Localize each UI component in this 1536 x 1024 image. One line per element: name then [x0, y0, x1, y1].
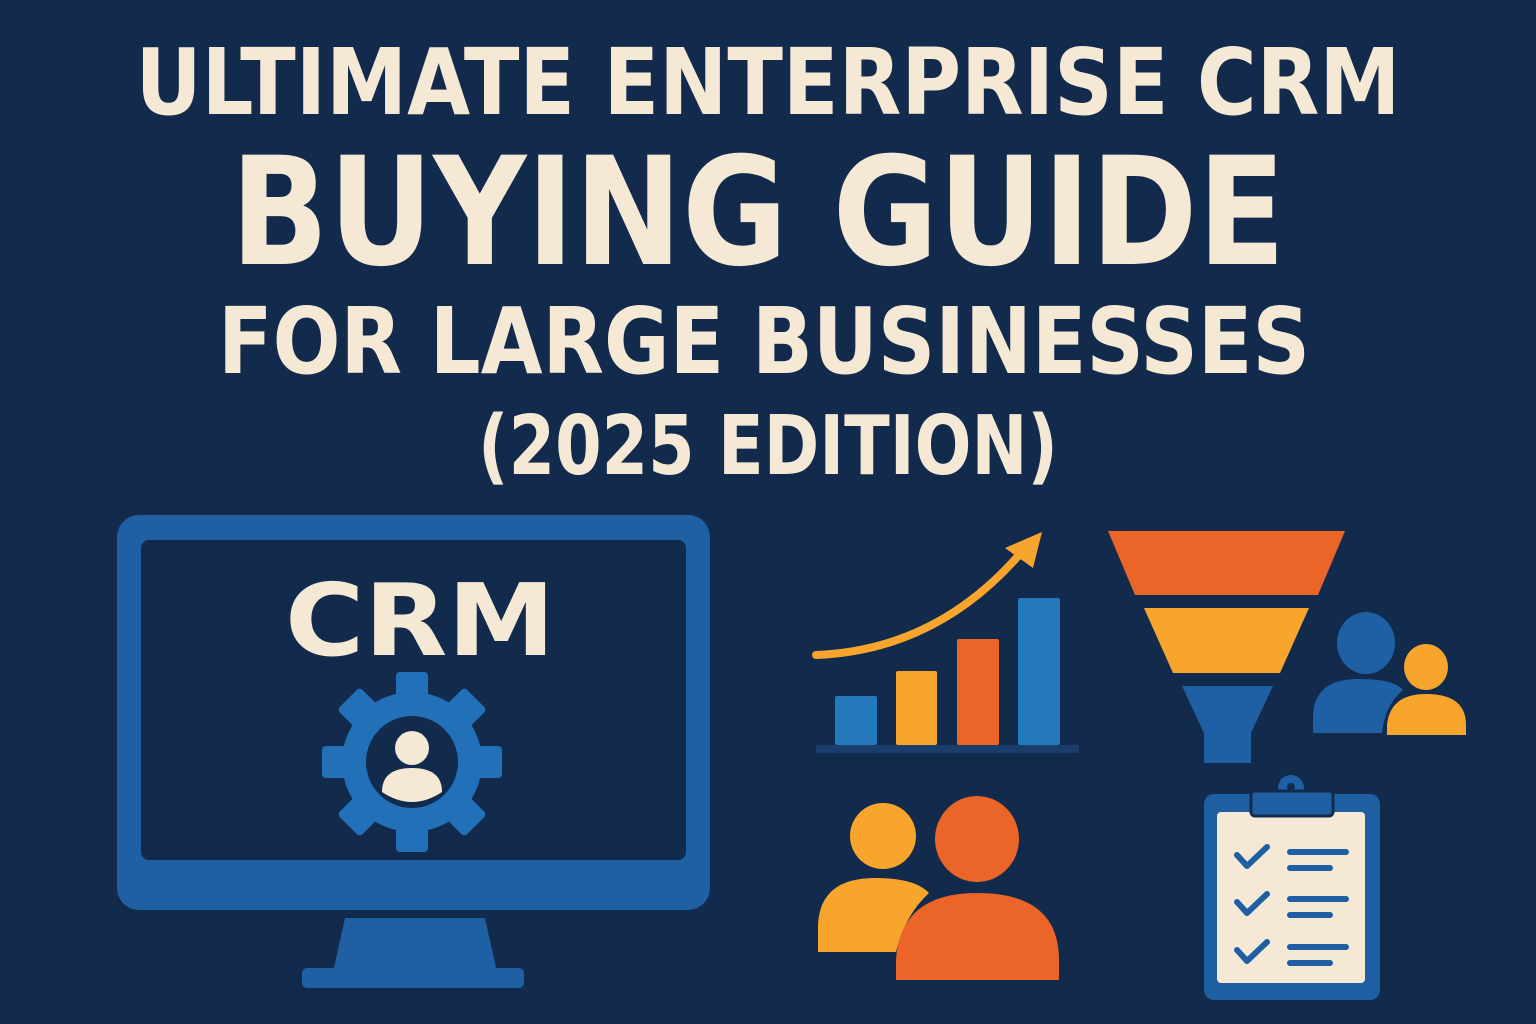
user-head-blue [1337, 612, 1395, 674]
clipboard-clip [1249, 789, 1335, 818]
list-lines-2 [1287, 896, 1349, 918]
list-lines-3 [1287, 944, 1349, 966]
team-head-yellow [850, 803, 916, 869]
team-body-orange [896, 893, 1059, 980]
monitor-stand-neck [333, 918, 497, 972]
trend-arrow-head [1005, 532, 1042, 568]
user-group-icon [1313, 612, 1466, 735]
sales-funnel-icon [1108, 531, 1345, 763]
funnel-spout [1182, 686, 1273, 763]
bar-3 [957, 639, 999, 745]
title-line-3: FOR LARGE BUSINESSES [218, 288, 1310, 395]
monitor-icon: CRM [117, 515, 710, 988]
user-head [395, 731, 429, 765]
check-3-icon [1234, 939, 1270, 964]
funnel-middle [1144, 608, 1309, 673]
title-line-4: (2025 EDITION) [478, 399, 1058, 494]
list-lines-1 [1287, 849, 1349, 871]
monitor-stand-base [302, 968, 524, 988]
title-line-1: ULTIMATE ENTERPRISE CRM [136, 29, 1401, 136]
checklist-clipboard-icon [1204, 775, 1380, 1000]
team-icon [818, 796, 1059, 980]
bar-4 [1018, 598, 1060, 745]
gear-user-icon [322, 672, 502, 852]
user-body-blue [1313, 679, 1403, 733]
bar-2 [896, 671, 937, 745]
growth-bar-chart-icon [812, 532, 1079, 753]
check-2-icon [1234, 891, 1270, 916]
screen-crm-label: CRM [285, 562, 555, 679]
chart-baseline [816, 745, 1079, 753]
user-body [382, 768, 442, 802]
team-body-yellow [818, 878, 929, 952]
funnel-top [1108, 531, 1345, 595]
trend-arrow-line [812, 544, 1029, 659]
bar-1 [835, 696, 877, 745]
title-line-2: BUYING GUIDE [231, 126, 1286, 300]
user-head-yellow [1404, 644, 1448, 690]
team-head-orange [935, 796, 1019, 882]
user-body-yellow [1387, 694, 1466, 735]
check-1-icon [1234, 844, 1270, 869]
